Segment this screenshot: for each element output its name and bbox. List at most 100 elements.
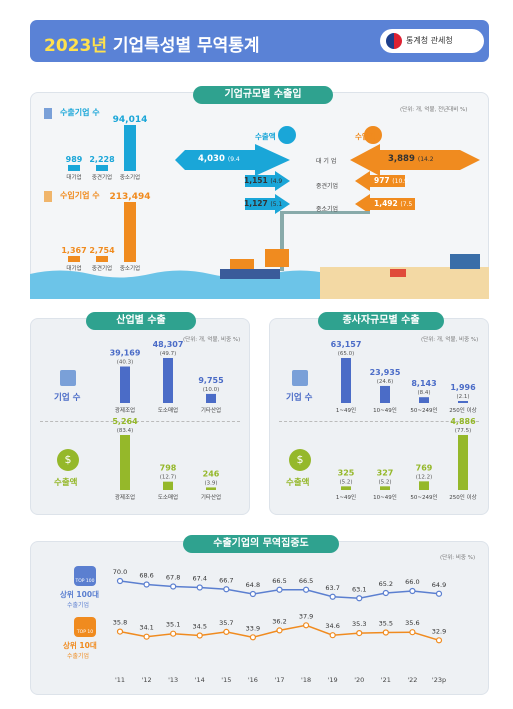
bar-category: 1~49인	[336, 407, 356, 414]
sea-wave	[30, 270, 330, 299]
bar-category: 250인 이상	[449, 406, 476, 414]
data-point	[170, 630, 177, 637]
bar-category: 광제조업	[115, 406, 135, 414]
bar-value: 5,264	[112, 417, 138, 426]
data-label: 35.8	[113, 619, 127, 627]
x-tick-label: '20	[354, 676, 364, 684]
industry-divider	[40, 421, 240, 422]
bar-share: (12.7)	[160, 475, 177, 481]
data-label: 66.5	[299, 577, 313, 585]
data-point	[249, 590, 257, 598]
data-point	[196, 584, 203, 591]
building-icon	[292, 370, 308, 386]
import-amount-mid: 977 (10.9	[374, 176, 408, 185]
bar-category: 50~249인	[410, 407, 437, 414]
bar-category: 250인 이상	[449, 493, 476, 501]
bar-value: 4,886	[450, 417, 476, 426]
data-label: 65.2	[379, 580, 393, 588]
top100-label: 상위 100대	[60, 590, 99, 599]
bar	[206, 393, 216, 403]
bar-category: 광제조업	[115, 493, 135, 501]
employee-firms-label: 기업 수	[286, 393, 313, 403]
data-label: 63.1	[352, 585, 366, 593]
bar-share: (40.3)	[117, 360, 134, 366]
x-tick-label: '17	[274, 676, 284, 684]
top10-sublabel: 수출기업	[67, 653, 90, 660]
mid-label-large: 대 기 업	[316, 158, 337, 165]
x-tick-label: '14	[195, 676, 205, 684]
export-arrow-large	[175, 144, 290, 176]
size-panel	[30, 92, 489, 299]
crane-arm	[280, 211, 370, 214]
bar-category: 10~49인	[373, 407, 397, 414]
data-point	[116, 628, 124, 635]
industry-unit: (단위: 개, 억불, 비중 %)	[183, 337, 241, 343]
export-money-bag-icon	[278, 126, 296, 144]
data-point	[143, 581, 150, 588]
export-arrow-mid	[245, 171, 290, 191]
data-point	[302, 586, 310, 593]
data-point	[382, 589, 389, 597]
data-label: 34.1	[139, 624, 153, 632]
money-bag-icon: $	[289, 449, 311, 471]
export-amount-large: 4,030 (9.4	[198, 154, 240, 164]
data-label: 32.9	[432, 627, 446, 635]
data-label: 36.2	[272, 617, 286, 625]
data-label: 70.0	[113, 568, 127, 576]
employee-section-title: 종사자규모별 수출	[318, 312, 444, 330]
bar	[458, 435, 468, 490]
data-label: 34.6	[325, 622, 339, 630]
data-label: 67.8	[166, 574, 180, 582]
bar	[120, 366, 130, 403]
concentration-section-title: 수출기업의 무역집중도	[183, 535, 339, 553]
bar-share: (24.6)	[377, 379, 394, 385]
data-label: 64.9	[432, 581, 446, 589]
employee-panel	[269, 318, 489, 515]
import-amount-large: 3,889 (14.2	[388, 154, 434, 164]
data-label: 66.5	[272, 577, 286, 585]
data-point	[329, 632, 336, 639]
data-point	[196, 632, 203, 639]
x-tick-label: '15	[221, 676, 231, 684]
exporters-count-label: 수출기업 수	[60, 108, 100, 117]
hanging-container	[265, 249, 289, 267]
size-unit: (단위: 개, 억불, 전년대비 %)	[400, 107, 468, 113]
industry-panel	[30, 318, 250, 515]
x-tick-label: '12	[142, 676, 152, 684]
data-point	[329, 593, 336, 600]
data-label: 33.9	[246, 624, 260, 632]
bar	[380, 486, 390, 490]
export-arrow-small	[245, 194, 290, 214]
x-tick-label: '21	[381, 676, 391, 684]
data-label: 34.5	[193, 623, 207, 631]
industry-exports-label: 수출액	[54, 478, 78, 488]
x-tick-label: '18	[301, 676, 311, 684]
data-label: 67.4	[193, 575, 207, 583]
bar	[341, 486, 351, 490]
data-point	[435, 637, 443, 644]
importers-count-label: 수입기업 수	[60, 191, 100, 200]
data-point	[276, 627, 283, 634]
bar-value: 246	[203, 469, 220, 478]
data-point	[356, 595, 363, 602]
employee-unit: (단위: 개, 억불, 비중 %)	[421, 337, 479, 343]
concentration-chart-svg: 70.0 68.6 67.8 67.4 66.7 64.8 66.5 66.5 63.7 63.1…	[113, 568, 446, 684]
bar-category: 도소매업	[158, 493, 178, 501]
employee-divider	[279, 421, 479, 422]
x-tick-label: '11	[115, 676, 125, 684]
x-tick-label: '19	[328, 676, 338, 684]
building-icon-orange	[44, 191, 52, 202]
taegeuk-icon	[386, 33, 402, 49]
data-point	[170, 583, 177, 590]
bar-value: 798	[160, 464, 177, 473]
top10-badge-icon: TOP 10	[74, 617, 96, 637]
employee-exports-label: 수출액	[286, 478, 310, 488]
export-amount-label: 수출액	[255, 132, 276, 141]
bar-share: (83.4)	[117, 428, 134, 434]
bar	[163, 358, 173, 403]
x-tick-label: '22	[407, 676, 417, 684]
data-label: 35.7	[219, 619, 233, 627]
x-tick-label: '23p	[432, 676, 446, 684]
x-tick-label: '13	[168, 676, 178, 684]
industry-section-title: 산업별 수출	[86, 312, 196, 330]
